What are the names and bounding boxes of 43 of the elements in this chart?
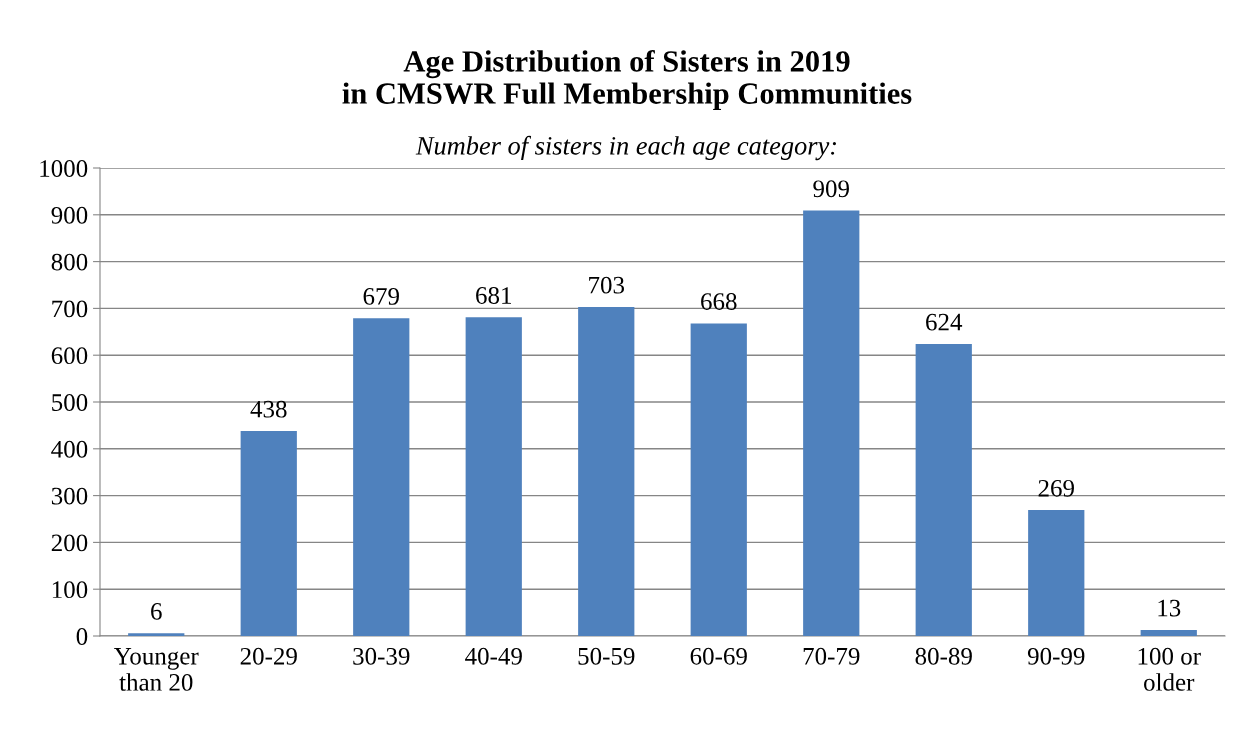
x-tick-label: 90-99 [1027,647,1085,665]
data-label: 679 [363,288,399,305]
y-tick-label: 500 [52,394,88,411]
bar [465,317,522,636]
data-label: 438 [250,400,287,418]
data-label: 6 [151,602,162,620]
y-tick-label: 200 [51,534,88,552]
y-tick-label: 0 [76,628,88,645]
bar [353,318,410,636]
y-tick-label: 700 [52,300,88,318]
y-tick-label: 300 [51,487,88,505]
data-label: 269 [1038,479,1074,497]
chart-title: Age Distribution of Sisters in 2019 in CMSWR Full Membership Communities [342,49,912,111]
data-label: 668 [701,293,737,310]
x-tick-label: 40-49 [465,647,522,665]
x-tick-label: 60-69 [690,647,747,665]
y-tick-label: 900 [51,206,88,224]
bar [578,307,635,636]
x-tick-label: 20-29 [240,647,297,665]
y-tick-label: 800 [51,253,88,271]
data-label: 13 [1158,599,1181,617]
y-tick-label: 100 [52,581,88,599]
bar [690,323,747,636]
x-tick-label: Younger than 20 [114,648,199,691]
x-tick-label: 80-89 [915,647,972,665]
y-tick-label: 1000 [40,160,88,177]
x-tick-label: 50-59 [578,647,635,665]
y-tick-label: 400 [51,440,88,458]
bar [915,343,972,636]
x-tick-label: 100 or older [1138,647,1201,691]
data-label: 624 [926,313,963,331]
data-label: 909 [813,180,849,198]
chart-subtitle: Number of sisters in each age category: [415,135,836,161]
y-tick-label: 600 [51,347,88,365]
bar [240,431,297,636]
data-label: 681 [476,287,511,304]
data-label: 703 [589,276,625,294]
bar [128,633,185,636]
bar [1140,629,1197,636]
bar [803,210,860,636]
x-tick-label: 30-39 [353,647,410,665]
bar [1028,510,1085,636]
x-tick-label: 70-79 [803,647,860,665]
